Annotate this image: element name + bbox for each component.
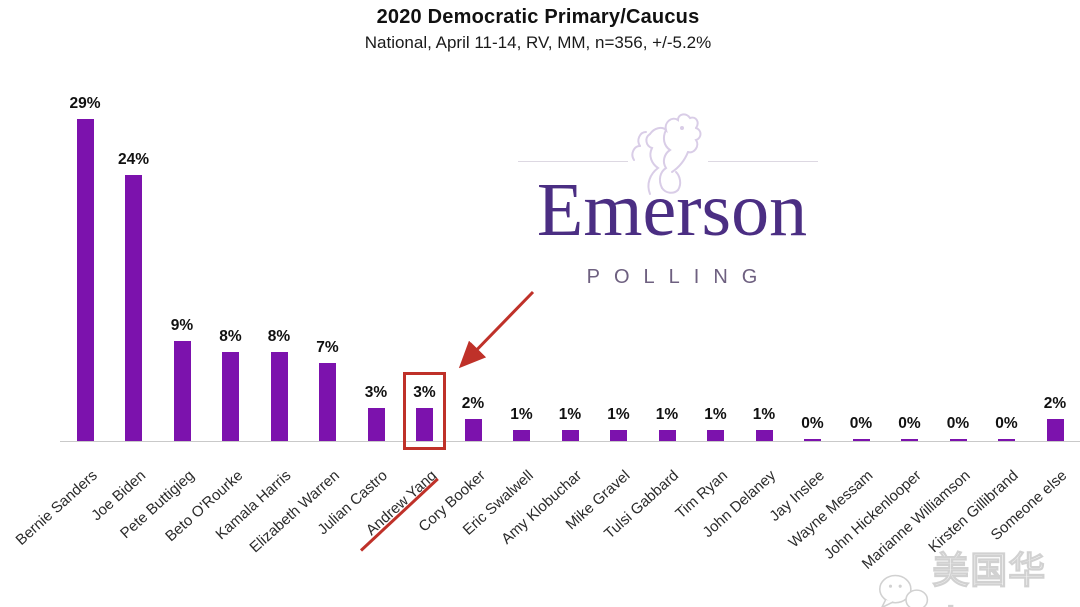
chart-subtitle: National, April 11-14, RV, MM, n=356, +/…: [364, 33, 712, 52]
bar-value-label: 29%: [69, 95, 101, 112]
bar: [610, 430, 627, 441]
watermark-text: 美国华人: [932, 549, 1047, 607]
logo-divider-left: [518, 161, 628, 162]
bar-value-label: 3%: [364, 384, 388, 401]
bar: [270, 352, 288, 441]
logo-divider-right: [708, 161, 818, 162]
bar-value-label: 0%: [995, 415, 1018, 432]
watermark: 美国华人: [872, 540, 1080, 607]
bar: [513, 430, 530, 441]
bar: [901, 439, 918, 441]
wechat-bubbles-icon: [878, 574, 929, 607]
bar: [804, 439, 821, 441]
bar: [222, 352, 239, 441]
chart-title: 2020 Democratic Primary/Caucus: [376, 6, 700, 28]
x-axis-label: Wayne Messam: [785, 467, 877, 552]
bar: [707, 430, 724, 441]
bar-value-label: 1%: [607, 406, 630, 423]
bar: [755, 430, 773, 441]
bar-value-label: 0%: [946, 415, 970, 432]
bar-value-label: 0%: [898, 415, 921, 432]
bar-value-label: 2%: [461, 395, 485, 412]
bar-value-label: 1%: [655, 406, 679, 423]
logo-wordmark: Emerson: [536, 168, 808, 252]
bar: [173, 341, 191, 441]
bar-value-label: 9%: [170, 317, 194, 334]
x-axis-label: Bernie Sanders: [12, 467, 101, 549]
bar: [125, 175, 142, 441]
bar-value-label: 0%: [849, 415, 873, 432]
bar: [561, 430, 579, 441]
bar: [416, 408, 433, 441]
bar: [76, 119, 94, 441]
highlight-box: [403, 372, 446, 450]
bar-value-label: 1%: [752, 406, 776, 423]
bar-value-label: 8%: [219, 328, 242, 345]
bar-value-label: 24%: [117, 151, 150, 168]
bar: [658, 430, 676, 441]
bar: [998, 439, 1015, 441]
logo-tagline: POLLING: [586, 266, 772, 288]
bar: [852, 439, 870, 441]
bar-value-label: 2%: [1043, 395, 1067, 412]
bar-value-label: 8%: [267, 328, 291, 345]
bar-value-label: 0%: [801, 415, 824, 432]
bar-value-label: 1%: [510, 406, 533, 423]
x-axis-line: [60, 441, 1080, 442]
bar: [367, 408, 385, 441]
lion-crest-icon: [631, 113, 702, 195]
bar-value-label: 3%: [413, 384, 436, 401]
bar-value-label: 1%: [558, 406, 582, 423]
bar-value-label: 1%: [704, 406, 727, 423]
bar-value-label: 7%: [316, 339, 339, 356]
bar: [949, 439, 967, 441]
bar: [319, 363, 336, 441]
bar: [1046, 419, 1064, 441]
bar: [464, 419, 482, 441]
